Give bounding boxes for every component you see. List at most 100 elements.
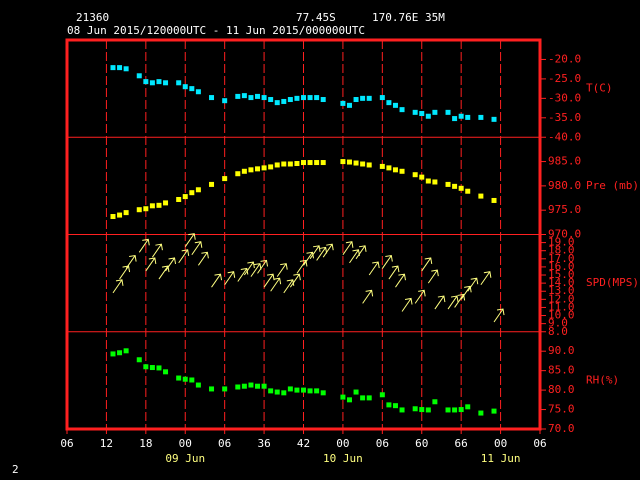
data-point bbox=[392, 102, 398, 108]
wind-arrow bbox=[447, 295, 459, 310]
data-point bbox=[182, 84, 188, 90]
data-point bbox=[301, 160, 306, 166]
y-tick-label: 13.0 bbox=[548, 284, 575, 297]
wind-arrow bbox=[388, 265, 400, 280]
data-point bbox=[176, 80, 182, 86]
data-point bbox=[412, 406, 418, 412]
data-point bbox=[307, 388, 313, 394]
wind-arrow bbox=[184, 233, 196, 247]
data-point bbox=[149, 203, 155, 209]
data-point bbox=[209, 386, 215, 392]
data-point bbox=[136, 207, 142, 213]
data-point bbox=[340, 159, 346, 165]
y-tick-label: 18.0 bbox=[548, 244, 575, 257]
wind-arrow bbox=[158, 265, 170, 280]
data-point bbox=[241, 383, 247, 389]
y-tick-label: 75.0 bbox=[548, 403, 575, 416]
data-point bbox=[360, 161, 366, 167]
data-point bbox=[143, 79, 149, 85]
wind-arrow bbox=[414, 289, 426, 304]
wind-arrow bbox=[263, 273, 275, 288]
data-point bbox=[156, 79, 162, 85]
date-label: 11 Jun bbox=[481, 452, 521, 465]
data-point bbox=[452, 116, 458, 122]
wind-arrow bbox=[493, 308, 505, 323]
data-point bbox=[287, 386, 293, 392]
data-point bbox=[163, 369, 169, 375]
y-tick-label: 14.0 bbox=[548, 276, 575, 289]
data-point bbox=[176, 375, 182, 381]
data-point bbox=[452, 183, 458, 189]
data-point bbox=[294, 161, 300, 167]
wind-arrow bbox=[454, 293, 466, 308]
data-point bbox=[248, 382, 254, 388]
data-point bbox=[491, 408, 497, 414]
y-tick-label: 970.0 bbox=[548, 228, 581, 241]
data-point bbox=[340, 100, 346, 106]
data-point bbox=[412, 109, 418, 115]
wind-arrow bbox=[467, 277, 479, 292]
wind-arrow bbox=[151, 243, 163, 258]
wind-arrow bbox=[191, 241, 203, 256]
data-point bbox=[255, 93, 261, 99]
data-point bbox=[209, 181, 215, 187]
data-point bbox=[314, 388, 320, 394]
y-tick-label: -35.0 bbox=[548, 111, 581, 124]
data-point bbox=[353, 389, 359, 395]
data-point bbox=[366, 395, 372, 401]
data-point bbox=[136, 357, 142, 363]
data-point bbox=[176, 196, 182, 202]
wind-arrow bbox=[289, 273, 301, 288]
data-point bbox=[235, 93, 241, 99]
data-point bbox=[123, 348, 129, 354]
data-point bbox=[399, 407, 405, 413]
longitude: 170.76E bbox=[372, 11, 418, 24]
wind-arrow bbox=[165, 257, 177, 272]
data-point bbox=[222, 176, 228, 182]
data-point bbox=[117, 65, 123, 71]
data-point bbox=[346, 102, 352, 108]
y-tick-label: 8.0 bbox=[548, 325, 568, 338]
x-tick-label: 06 bbox=[60, 437, 73, 450]
date-label: 10 Jun bbox=[323, 452, 363, 465]
data-point bbox=[465, 114, 471, 120]
data-point bbox=[465, 404, 471, 410]
data-point bbox=[366, 95, 372, 101]
y-tick-label: -20.0 bbox=[548, 52, 581, 65]
data-point bbox=[136, 73, 142, 79]
y-tick-label: -40.0 bbox=[548, 130, 581, 143]
wind-arrow bbox=[296, 259, 308, 274]
data-point bbox=[117, 350, 123, 356]
wind-arrow bbox=[145, 257, 157, 272]
data-point bbox=[156, 365, 162, 371]
period: 08 Jun 2015/120000UTC - 11 Jun 2015/0000… bbox=[67, 24, 365, 37]
x-tick-label: 00 bbox=[494, 437, 507, 450]
data-point bbox=[281, 390, 287, 396]
data-point bbox=[346, 397, 352, 403]
data-point bbox=[419, 174, 425, 180]
y-tick-label: 80.0 bbox=[548, 383, 575, 396]
wind-arrow bbox=[270, 277, 282, 292]
y-tick-label: 15.0 bbox=[548, 268, 575, 281]
wind-arrow bbox=[316, 246, 328, 261]
x-tick-label: 60 bbox=[415, 437, 428, 450]
x-tick-label: 18 bbox=[139, 437, 152, 450]
data-point bbox=[149, 365, 155, 371]
y-tick-label: 10.0 bbox=[548, 309, 575, 322]
wind-arrow bbox=[434, 295, 446, 310]
data-point bbox=[274, 100, 280, 106]
y-axis-label: T(C) bbox=[586, 82, 613, 95]
data-point bbox=[189, 86, 195, 92]
data-point bbox=[399, 168, 405, 174]
wind-arrow bbox=[368, 261, 380, 276]
wind-arrow bbox=[243, 261, 255, 276]
data-point bbox=[452, 407, 458, 413]
data-point bbox=[287, 97, 293, 103]
data-point bbox=[445, 407, 451, 413]
x-tick-label: 06 bbox=[376, 437, 389, 450]
data-point bbox=[445, 109, 451, 115]
data-point bbox=[386, 165, 392, 171]
wind-arrow bbox=[381, 254, 393, 269]
y-tick-label: 17.0 bbox=[548, 252, 575, 265]
data-point bbox=[268, 388, 274, 394]
